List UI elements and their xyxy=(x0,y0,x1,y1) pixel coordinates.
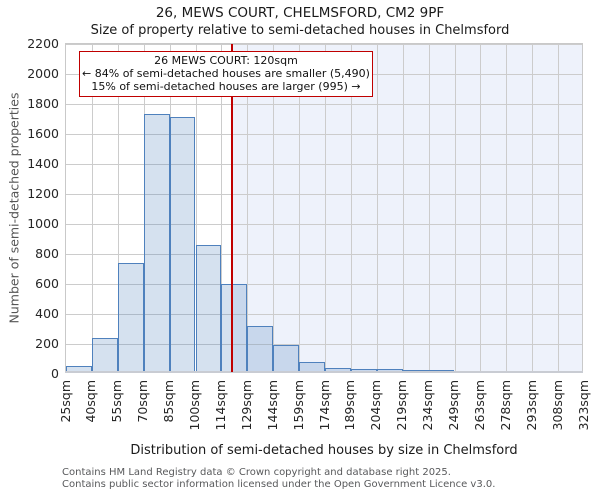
annotation-smaller-text: ← 84% of semi-detached houses are smalle… xyxy=(82,67,370,80)
gridline-v xyxy=(325,44,326,372)
gridline-v xyxy=(91,44,93,372)
gridline-v xyxy=(532,44,534,372)
annotation-box: 26 MEWS COURT: 120sqm ← 84% of semi-deta… xyxy=(79,51,373,97)
x-tick-label: 159sqm xyxy=(290,380,306,431)
histogram-bar xyxy=(247,325,274,372)
x-tick-label: 70sqm xyxy=(135,380,151,423)
gridline-v xyxy=(376,44,378,372)
x-tick-label: 144sqm xyxy=(264,380,280,431)
gridline-v xyxy=(454,44,456,372)
x-tick-label: 174sqm xyxy=(316,380,332,431)
y-tick-label: 200 xyxy=(35,335,59,351)
y-tick-label: 1400 xyxy=(27,155,59,171)
gridline-v xyxy=(428,44,430,372)
gridline-h xyxy=(66,254,582,255)
y-tick-label: 400 xyxy=(35,305,59,321)
gridline-v xyxy=(273,44,275,372)
x-axis-spine xyxy=(65,371,583,373)
gridline-h xyxy=(66,164,582,165)
histogram-bar xyxy=(117,262,144,372)
y-tick-label: 1800 xyxy=(27,95,59,111)
gridline-h xyxy=(66,284,582,285)
y-tick-label: 800 xyxy=(35,245,59,261)
gridline-v xyxy=(221,44,223,372)
footer-line-2: Contains public sector information licen… xyxy=(62,479,496,490)
gridline-v xyxy=(299,44,301,372)
gridline-v xyxy=(195,44,197,372)
x-tick-label: 129sqm xyxy=(238,380,254,431)
annotation-title: 26 MEWS COURT: 120sqm xyxy=(154,54,298,67)
histogram-bar xyxy=(143,114,170,372)
histogram-bar xyxy=(221,283,248,372)
x-tick-label: 249sqm xyxy=(446,380,461,431)
gridline-v xyxy=(480,44,482,372)
x-tick-label: 40sqm xyxy=(83,380,99,423)
x-tick-label: 114sqm xyxy=(212,380,228,431)
x-tick-label: 293sqm xyxy=(523,380,539,431)
y-tick-label: 1200 xyxy=(27,185,59,201)
annotation-larger-text: 15% of semi-detached houses are larger (… xyxy=(91,80,361,93)
gridline-h xyxy=(66,224,582,225)
x-axis-title: Distribution of semi-detached houses by … xyxy=(130,443,518,458)
x-tick-label: 25sqm xyxy=(57,380,73,423)
gridline-v xyxy=(117,44,119,372)
gridline-h xyxy=(66,104,582,105)
larger-than-marker-shaded-region xyxy=(231,44,582,372)
x-tick-label: 55sqm xyxy=(109,380,125,423)
gridline-v xyxy=(247,44,249,372)
x-tick-label: 100sqm xyxy=(187,380,202,431)
x-tick-label: 308sqm xyxy=(549,380,565,431)
chart-subtitle: Size of property relative to semi-detach… xyxy=(90,23,510,38)
gridline-h xyxy=(66,44,582,45)
y-tick-label: 1600 xyxy=(27,125,59,141)
gridline-v xyxy=(350,44,352,372)
y-tick-label: 2000 xyxy=(27,65,59,81)
gridline-h xyxy=(66,194,582,195)
y-tick-label: 1000 xyxy=(27,215,59,231)
y-tick-label: 600 xyxy=(35,275,59,291)
histogram-bar xyxy=(195,244,222,372)
gridline-h xyxy=(66,314,582,315)
y-tick-label: 2200 xyxy=(27,35,59,51)
y-tick-label: 0 xyxy=(51,365,59,381)
footer-line-1: Contains HM Land Registry data © Crown c… xyxy=(62,467,451,478)
x-tick-label: 85sqm xyxy=(161,380,177,423)
x-tick-label: 189sqm xyxy=(342,380,358,431)
x-tick-label: 278sqm xyxy=(497,380,513,431)
chart-title: 26, MEWS COURT, CHELMSFORD, CM2 9PF xyxy=(155,5,445,21)
histogram-bar xyxy=(169,117,196,372)
gridline-h xyxy=(66,344,582,345)
plot-area: 26 MEWS COURT: 120sqm ← 84% of semi-deta… xyxy=(65,43,583,373)
x-tick-label: 263sqm xyxy=(471,380,487,431)
histogram-bar xyxy=(91,338,118,372)
x-tick-label: 323sqm xyxy=(575,380,591,431)
x-tick-label: 204sqm xyxy=(368,380,384,431)
gridline-v xyxy=(402,44,404,372)
x-tick-label: 234sqm xyxy=(420,380,436,431)
gridline-h xyxy=(66,134,582,135)
gridline-v xyxy=(506,44,508,372)
histogram-bar xyxy=(273,345,300,372)
property-size-marker-line xyxy=(230,44,233,372)
x-tick-label: 219sqm xyxy=(394,380,410,431)
gridline-v xyxy=(558,44,560,372)
